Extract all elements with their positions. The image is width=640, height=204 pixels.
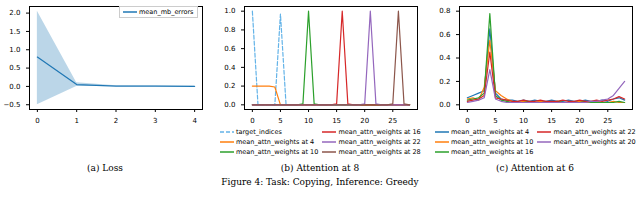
svg-text:0.4: 0.4 (224, 64, 236, 72)
svg-text:0.2: 0.2 (439, 78, 450, 86)
html-text:mean_attn_weights at 16: mean_attn_weights at 16 (451, 148, 534, 156)
svg-text:10: 10 (519, 117, 528, 125)
html-text:target_indices: target_indices (236, 128, 282, 136)
svg-text:5: 5 (493, 117, 497, 125)
html-text:mean_attn_weights at 4: mean_attn_weights at 4 (451, 128, 530, 136)
html-text:mean_attn_weights at 10: mean_attn_weights at 10 (451, 138, 534, 146)
svg-text:0.5: 0.5 (9, 64, 20, 72)
svg-text:2: 2 (113, 117, 117, 125)
svg-text:0.0: 0.0 (9, 83, 20, 91)
html-text:mean_attn_weights at 10: mean_attn_weights at 10 (236, 148, 319, 156)
svg-text:20: 20 (360, 117, 369, 125)
svg-text:10: 10 (304, 117, 313, 125)
svg-text:0: 0 (465, 117, 469, 125)
svg-text:1.5: 1.5 (9, 28, 20, 36)
html-text:(a) Loss: (a) Loss (87, 163, 123, 173)
svg-text:15: 15 (332, 117, 341, 125)
html-text:mean_attn_weights at 4: mean_attn_weights at 4 (236, 138, 315, 146)
svg-text:1: 1 (74, 117, 78, 125)
html-text:Figure 4: Task: Copying, Infer: Figure 4: Task: Copying, Inference: Gree… (221, 177, 419, 187)
svg-text:20: 20 (575, 117, 584, 125)
svg-text:1.0: 1.0 (224, 7, 235, 15)
svg-text:0.8: 0.8 (224, 26, 235, 34)
html-text:mean_attn_weights at 22: mean_attn_weights at 22 (553, 128, 636, 136)
svg-text:15: 15 (547, 117, 556, 125)
svg-text:−0.5: −0.5 (3, 101, 20, 109)
svg-text:2.0: 2.0 (9, 9, 20, 17)
svg-text:0.4: 0.4 (439, 54, 451, 62)
html-text:(c) Attention at 6: (c) Attention at 6 (496, 163, 574, 173)
svg-text:0.6: 0.6 (224, 45, 236, 53)
svg-text:0.6: 0.6 (439, 31, 451, 39)
svg-text:0.0: 0.0 (224, 101, 235, 109)
svg-text:0.2: 0.2 (224, 82, 235, 90)
html-text:mean_attn_weights at 28: mean_attn_weights at 28 (338, 148, 421, 156)
html-text:mean_attn_weights at 16: mean_attn_weights at 16 (338, 128, 421, 136)
svg-text:4: 4 (192, 117, 197, 125)
svg-text:25: 25 (603, 117, 612, 125)
svg-text:0: 0 (250, 117, 254, 125)
svg-text:0: 0 (35, 117, 39, 125)
svg-text:0.0: 0.0 (439, 101, 450, 109)
svg-text:1.0: 1.0 (9, 46, 20, 54)
svg-text:25: 25 (388, 117, 397, 125)
html-text:mean_mb_errors: mean_mb_errors (139, 8, 194, 16)
html-text:(b) Attention at 8: (b) Attention at 8 (280, 163, 360, 173)
svg-text:0.8: 0.8 (439, 7, 450, 15)
svg-text:3: 3 (153, 117, 157, 125)
html-text:mean_attn_weights at 20: mean_attn_weights at 20 (553, 138, 636, 146)
html-text:mean_attn_weights at 22: mean_attn_weights at 22 (338, 138, 421, 146)
svg-text:5: 5 (278, 117, 282, 125)
